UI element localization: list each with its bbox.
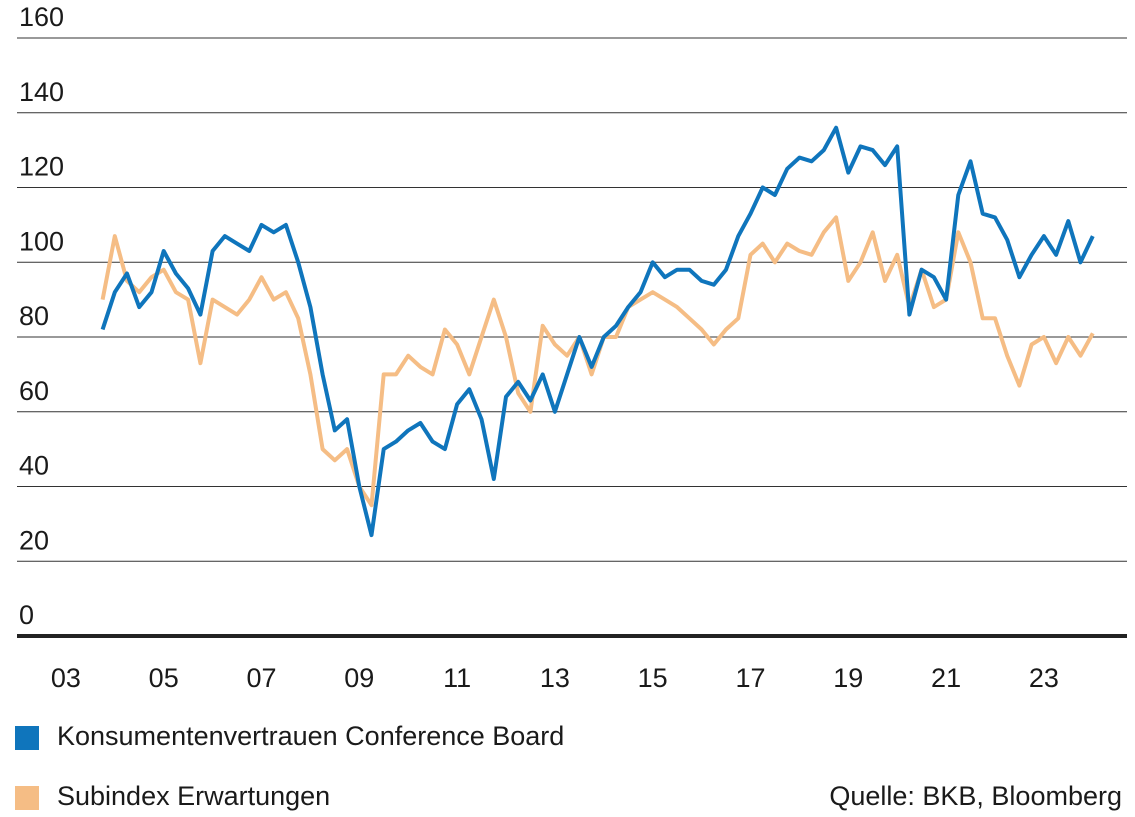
x-tick-label: 07	[246, 663, 276, 693]
y-tick-label: 80	[19, 301, 49, 331]
x-tick-label: 21	[931, 663, 961, 693]
x-tick-label: 03	[51, 663, 81, 693]
x-tick-label: 09	[344, 663, 374, 693]
x-tick-label: 19	[833, 663, 863, 693]
y-tick-label: 0	[19, 600, 34, 630]
source-note: Quelle: BKB, Bloomberg	[829, 781, 1122, 811]
x-tick-label: 05	[149, 663, 179, 693]
y-tick-label: 40	[19, 451, 49, 481]
x-tick-label: 15	[638, 663, 668, 693]
legend-swatch	[15, 726, 39, 750]
legend-swatch	[15, 786, 39, 810]
y-tick-label: 100	[19, 226, 64, 256]
x-tick-label: 13	[540, 663, 570, 693]
x-tick-label: 11	[443, 663, 471, 693]
y-tick-label: 60	[19, 376, 49, 406]
x-tick-label: 23	[1029, 663, 1059, 693]
series-line	[100, 215, 1095, 508]
y-tick-label: 120	[19, 152, 64, 182]
y-tick-label: 20	[19, 525, 49, 555]
y-tick-label: 160	[19, 2, 64, 32]
x-tick-label: 17	[735, 663, 765, 693]
series-line	[100, 125, 1095, 538]
legend-label: Subindex Erwartungen	[57, 781, 330, 811]
legend-label: Konsumentenvertrauen Conference Board	[57, 721, 564, 751]
y-tick-label: 140	[19, 77, 64, 107]
